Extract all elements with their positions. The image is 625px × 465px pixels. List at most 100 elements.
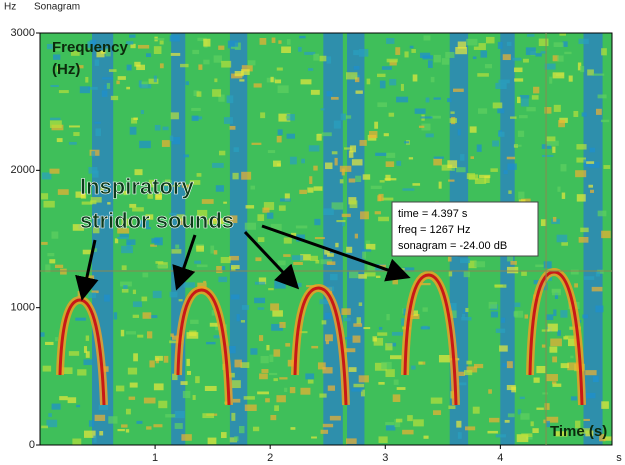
texture: [203, 59, 210, 65]
texture: [134, 169, 143, 176]
texture: [126, 64, 132, 71]
texture: [134, 61, 141, 67]
texture: [234, 359, 242, 368]
texture: [224, 345, 236, 354]
texture: [507, 163, 517, 170]
texture: [544, 403, 550, 410]
texture: [121, 218, 133, 226]
texture: [433, 156, 444, 159]
texture: [558, 120, 565, 128]
texture: [196, 245, 204, 252]
texture: [85, 76, 89, 83]
texture: [170, 52, 181, 56]
texture: [327, 385, 336, 391]
overlay: Frequency (Hz) Time (s) Inspiratory stridor …: [40, 33, 612, 445]
texture: [412, 74, 418, 82]
texture: [466, 366, 478, 373]
texture: [277, 260, 286, 266]
texture: [169, 35, 180, 42]
arrow: [172, 234, 197, 291]
texture: [284, 193, 290, 201]
texture: [577, 62, 582, 71]
texture: [227, 40, 239, 49]
texture: [359, 139, 367, 146]
texture: [561, 192, 566, 199]
texture: [358, 302, 363, 306]
texture: [46, 43, 53, 50]
texture: [40, 332, 45, 337]
texture: [326, 261, 336, 265]
texture: [186, 358, 190, 367]
texture: [603, 436, 613, 441]
texture: [411, 365, 416, 370]
texture: [345, 115, 352, 119]
texture: [190, 319, 199, 324]
texture: [573, 110, 579, 118]
texture: [344, 348, 356, 353]
texture: [133, 353, 138, 362]
texture: [68, 351, 80, 356]
texture: [346, 72, 358, 80]
band: [583, 33, 603, 445]
texture: [121, 265, 127, 271]
texture: [524, 314, 529, 319]
texture: [241, 69, 250, 75]
texture: [117, 76, 126, 80]
texture: [473, 363, 484, 369]
texture: [568, 75, 573, 82]
texture: [567, 362, 579, 371]
texture: [162, 185, 173, 193]
texture: [349, 200, 358, 209]
texture: [514, 302, 521, 308]
texture: [274, 280, 286, 289]
texture: [521, 271, 527, 276]
texture: [506, 156, 516, 160]
texture: [259, 373, 268, 380]
texture: [61, 367, 73, 375]
texture: [372, 336, 377, 342]
texture: [356, 317, 362, 325]
texture: [433, 410, 442, 416]
texture: [272, 310, 283, 317]
texture: [175, 244, 180, 249]
texture: [80, 193, 87, 199]
texture: [324, 334, 333, 342]
texture: [85, 335, 90, 341]
texture: [472, 56, 477, 60]
texture: [142, 312, 152, 319]
texture: [161, 140, 170, 147]
texture: [299, 331, 308, 334]
texture: [498, 131, 505, 137]
harmonic: [293, 286, 348, 406]
texture: [336, 220, 346, 223]
texture: [552, 146, 556, 153]
texture: [497, 108, 505, 114]
texture: [310, 89, 320, 95]
texture: [183, 154, 190, 158]
texture: [129, 34, 136, 38]
texture: [311, 345, 319, 349]
texture: [360, 389, 365, 397]
texture: [54, 264, 64, 269]
texture: [239, 79, 245, 82]
texture: [585, 392, 596, 399]
texture: [525, 47, 536, 56]
texture: [478, 43, 486, 50]
x-tick-label: 3: [382, 452, 388, 464]
texture: [392, 279, 399, 285]
texture: [341, 221, 345, 227]
texture: [549, 346, 558, 353]
texture: [391, 331, 404, 336]
texture: [330, 273, 338, 281]
texture: [270, 76, 274, 83]
texture: [197, 209, 208, 218]
texture: [340, 113, 346, 121]
texture: [229, 125, 236, 130]
texture: [300, 79, 312, 85]
texture: [552, 383, 562, 387]
texture: [291, 255, 304, 261]
texture: [589, 162, 600, 168]
texture: [324, 248, 330, 255]
texture: [377, 73, 386, 78]
